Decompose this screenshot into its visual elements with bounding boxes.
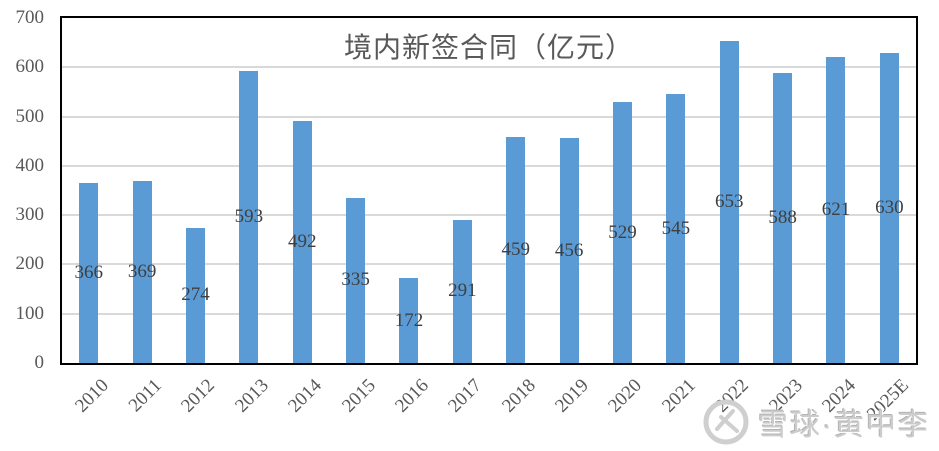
y-tick-label: 500 [15, 105, 45, 127]
bar-value-label: 335 [341, 269, 370, 291]
x-tick-label: 2016 [391, 375, 433, 417]
x-tick-label: 2021 [657, 375, 700, 417]
bar [292, 120, 312, 363]
y-tick-label: 0 [34, 352, 45, 373]
bar-value-label: 291 [448, 280, 477, 302]
bar [346, 197, 366, 363]
bar [773, 73, 793, 363]
bar [132, 181, 152, 363]
bar-value-label: 630 [875, 196, 904, 218]
x-tick-label: 2019 [551, 375, 593, 417]
gridline [62, 115, 916, 118]
bar [79, 182, 99, 363]
bar [666, 94, 686, 363]
x-tick-label: 2015 [337, 375, 380, 417]
gridline [62, 164, 916, 167]
y-tick-label: 300 [15, 204, 45, 226]
bar-value-label: 172 [394, 309, 424, 331]
bar-value-label: 545 [661, 217, 691, 239]
y-tick-label: 200 [15, 253, 45, 275]
bar-value-label: 529 [608, 221, 637, 243]
bar-value-label: 593 [234, 205, 264, 227]
x-tick-label: 2018 [497, 375, 540, 417]
x-tick-label: 2011 [124, 375, 166, 417]
gridline [62, 263, 916, 266]
gridline [62, 312, 916, 315]
plot-area: 境内新签合同（亿元） 366 369 274 593 492 335 172 291 459 45… [60, 16, 918, 365]
watermark-text: 雪球·黄中李 [758, 409, 930, 442]
bar [879, 52, 899, 363]
gridline [62, 66, 916, 69]
x-tick-label: 2017 [444, 375, 487, 417]
y-tick-label: 100 [15, 302, 45, 324]
bar-value-label: 621 [821, 198, 851, 220]
bar [719, 41, 739, 363]
chart-title: 境内新签合同（亿元） [343, 32, 634, 63]
bar-value-label: 366 [74, 261, 103, 283]
x-tick-label: 2014 [284, 375, 327, 417]
bar [399, 278, 419, 363]
bar [239, 70, 259, 363]
bar-value-label: 274 [181, 284, 210, 306]
x-tick-label: 2012 [177, 375, 220, 417]
y-tick-label: 400 [15, 154, 45, 176]
bar [826, 56, 846, 363]
bar [559, 138, 579, 363]
bar [612, 102, 632, 363]
bar-value-label: 653 [714, 191, 744, 213]
y-tick-label: 700 [15, 7, 45, 28]
bar [185, 227, 205, 363]
bar [506, 136, 526, 363]
bar-value-label: 456 [554, 239, 584, 261]
bar-value-label: 492 [287, 230, 317, 252]
gridline [62, 214, 916, 217]
bar-value-label: 588 [768, 207, 797, 229]
x-tick-label: 2013 [230, 375, 273, 417]
x-tick-label: 2010 [70, 375, 113, 417]
x-tick-label: 2020 [604, 375, 647, 417]
watermark: 雪球·黄中李 [702, 398, 930, 446]
y-tick-label: 600 [15, 56, 45, 78]
bar [452, 219, 472, 363]
xueqiu-logo-icon [702, 398, 750, 446]
bar-value-label: 459 [501, 238, 530, 260]
bar-value-label: 369 [127, 261, 157, 283]
